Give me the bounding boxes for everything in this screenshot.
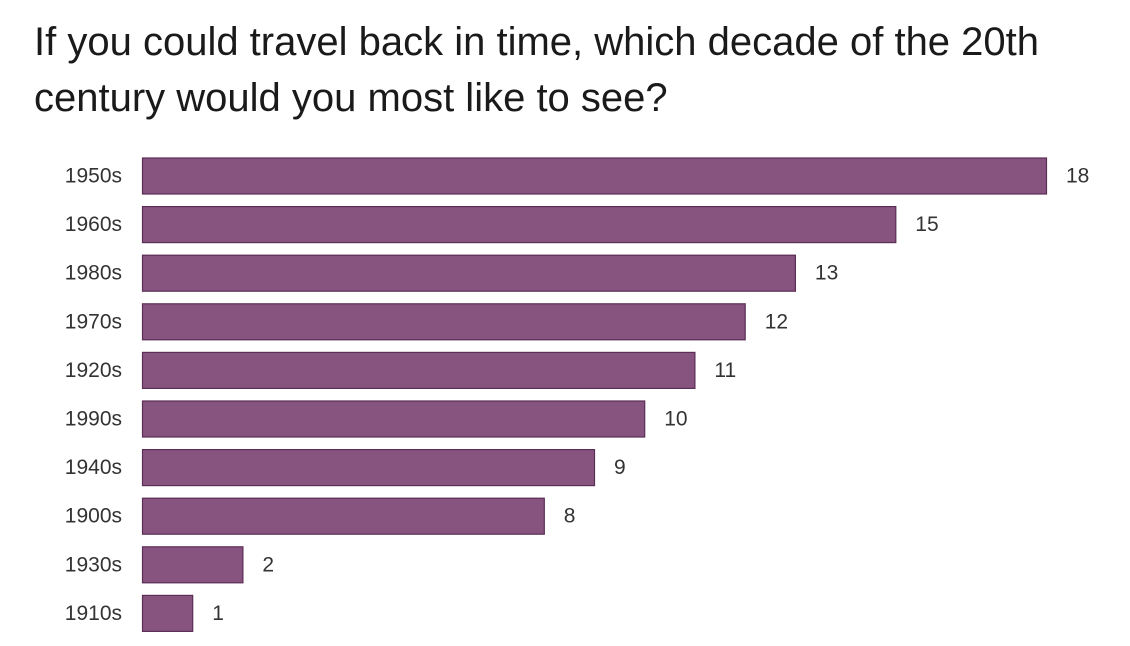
category-label-1920s: 1920s [65,359,122,382]
category-label-1930s: 1930s [65,553,122,576]
category-label-1910s: 1910s [65,602,122,625]
value-label-1940s: 9 [614,456,626,479]
value-label-1960s: 15 [915,213,938,236]
bars [141,157,1048,633]
category-label-1980s: 1980s [65,262,122,285]
value-label-1900s: 8 [564,505,576,528]
bar-1990s [141,400,646,438]
category-axis-labels: 1950s 1960s 1980s 1970s 1920s 1990s 1940s 1900s… [65,165,122,625]
bar-1940s [141,449,596,487]
value-label-1920s: 11 [714,359,736,382]
bar-1980s [141,254,797,292]
value-label-1980s: 13 [815,262,838,285]
value-label-1970s: 12 [765,310,788,333]
category-label-1950s: 1950s [65,165,122,188]
value-labels: 18 15 13 12 11 10 9 8 2 1 [212,165,1089,625]
bar-1970s [141,303,746,341]
bar-1900s [141,497,545,535]
value-label-1910s: 1 [212,602,224,625]
bar-1960s [141,206,897,244]
value-label-1990s: 10 [664,408,687,431]
category-label-1990s: 1990s [65,408,122,431]
value-label-1950s: 18 [1066,165,1089,188]
bar-1920s [141,351,696,389]
category-label-1900s: 1900s [65,505,122,528]
bar-1930s [141,546,244,584]
bar-1910s [141,594,194,633]
category-label-1940s: 1940s [65,456,122,479]
value-label-1930s: 2 [262,553,274,576]
bar-1950s [141,157,1048,195]
category-label-1960s: 1960s [65,213,122,236]
category-label-1970s: 1970s [65,310,122,333]
chart-title: If you could travel back in time, which … [34,20,1040,120]
